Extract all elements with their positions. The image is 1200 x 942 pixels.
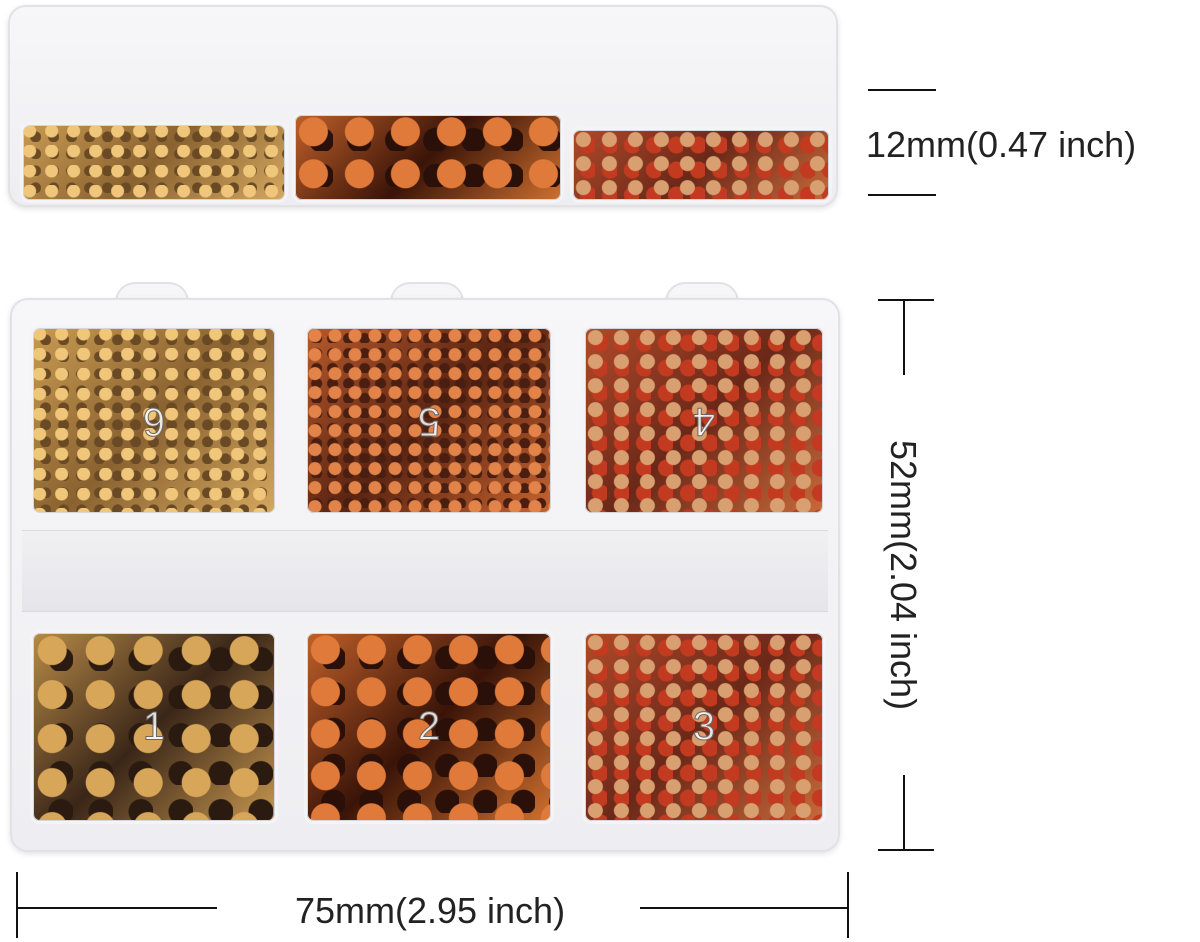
height-tick-top [868, 89, 936, 91]
top-compartment-3 [570, 127, 832, 203]
compartment-number: 5 [417, 399, 441, 444]
width-dim-tick-right [847, 872, 849, 938]
compartment-number: 6 [142, 399, 166, 444]
compartment-number: 3 [692, 704, 716, 749]
compartment-1: 1 [30, 630, 278, 824]
thickness-label: 12mm(0.47 inch) [866, 124, 1137, 165]
height-dim-line [903, 300, 905, 375]
width-dim-tick-left [16, 872, 18, 938]
height-dim-line [903, 775, 905, 850]
compartment-2: 2 [304, 630, 554, 824]
width-label: 75mm(2.95 inch) [294, 890, 566, 931]
height-dim-tick-bottom [878, 849, 934, 851]
compartment-5: 5 [304, 325, 554, 516]
compartment-6: 6 [30, 325, 278, 516]
top-compartment-1 [20, 122, 288, 203]
top-compartment-2 [292, 112, 564, 203]
height-tick-bottom [868, 194, 936, 196]
compartment-number: 4 [692, 399, 716, 444]
compartment-number: 2 [417, 704, 441, 749]
compartment-3: 3 [582, 630, 826, 824]
height-dim-tick-top [878, 299, 934, 301]
compartment-number: 1 [142, 704, 166, 749]
case-top-view [8, 5, 838, 207]
height-label: 52mm(2.04 inch) [883, 439, 924, 711]
width-dim-line [640, 907, 848, 909]
width-dim-line [17, 907, 217, 909]
compartment-4: 4 [582, 325, 826, 516]
case-divider [22, 530, 828, 612]
